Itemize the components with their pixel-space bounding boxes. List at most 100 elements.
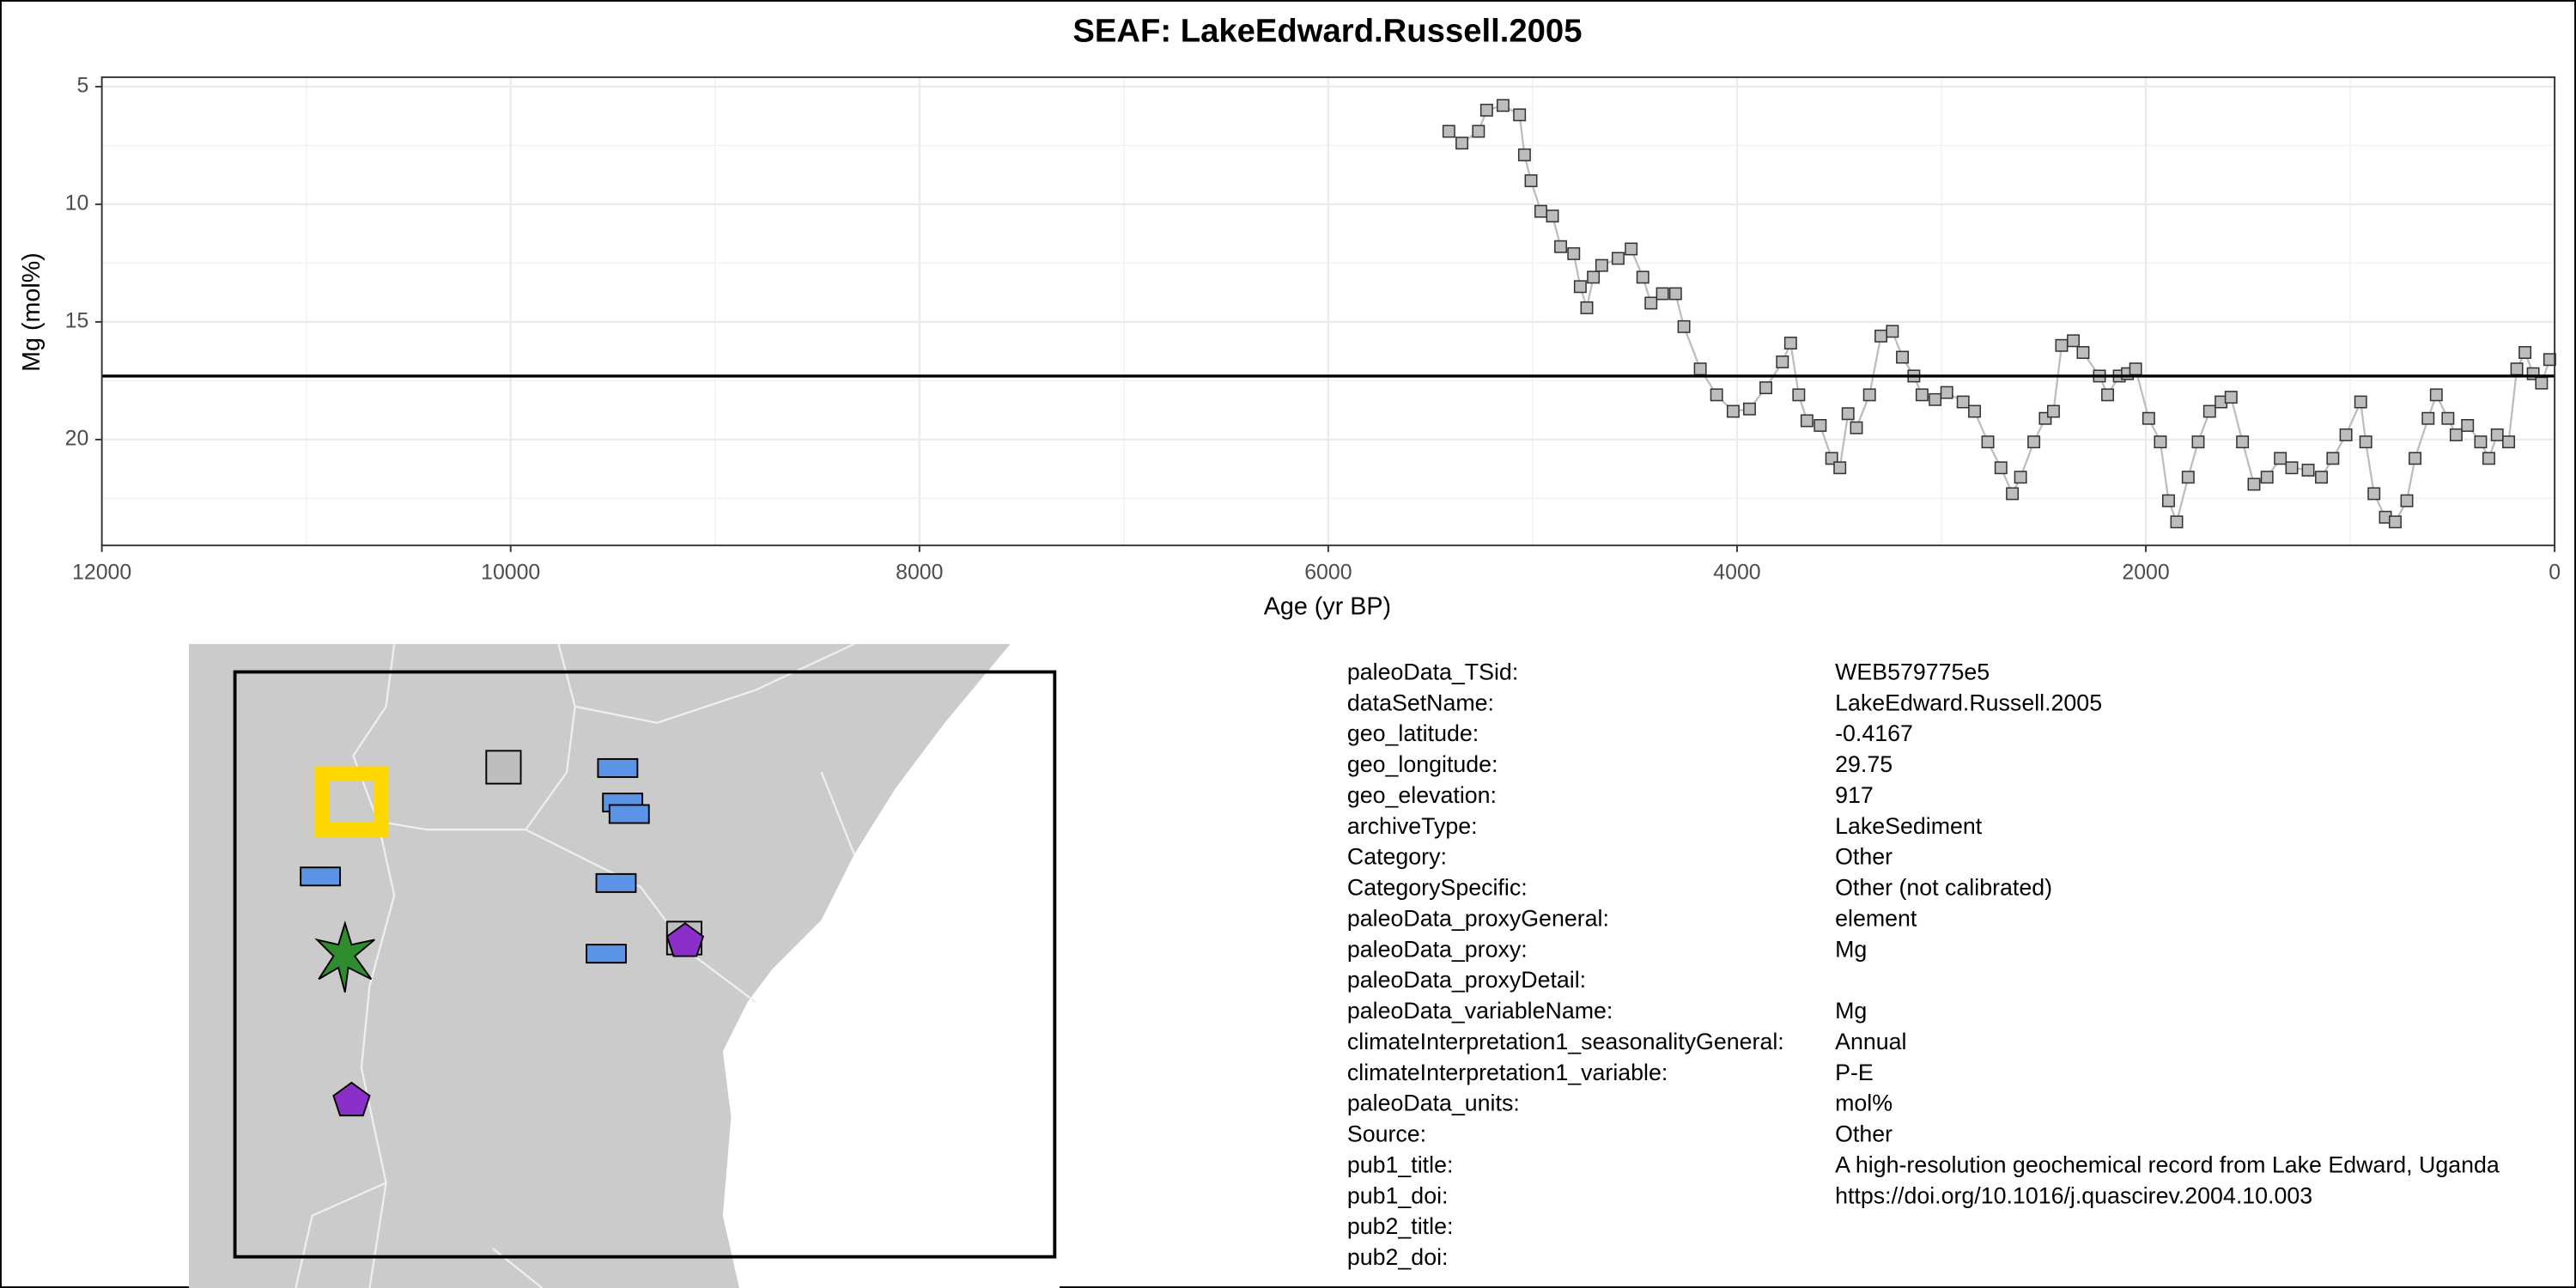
data-point [2027, 435, 2041, 449]
data-point [2482, 452, 2495, 465]
data-point [2502, 435, 2516, 449]
data-point [1940, 386, 1953, 399]
site-marker [332, 1081, 371, 1117]
data-point [2046, 404, 2060, 418]
meta-key: paleoData_proxy: [1347, 936, 1528, 962]
data-point [1800, 414, 1814, 428]
meta-key: pub2_doi: [1347, 1244, 1449, 1270]
data-point [2326, 452, 2340, 465]
ocean [722, 644, 1060, 1288]
data-point [1886, 325, 1899, 338]
data-point [1472, 125, 1485, 138]
data-point [1981, 435, 1995, 449]
data-point [2429, 388, 2443, 402]
data-point [2421, 411, 2435, 425]
data-point [1841, 407, 1855, 421]
site-marker [595, 872, 637, 893]
data-point [1595, 258, 1608, 272]
meta-value: Annual [1835, 1029, 1906, 1054]
data-point [1850, 421, 1863, 434]
meta-key: paleoData_variableName: [1347, 998, 1613, 1024]
y-tick-label: 15 [65, 308, 89, 332]
plot: 12000 10000 8000 6000 4000 2000 0 5 10 15 20 [65, 73, 2561, 584]
data-point [2101, 388, 2114, 402]
data-point [1825, 452, 1838, 465]
x-tick-label: 0 [2549, 560, 2561, 584]
meta-key: pub2_title: [1347, 1213, 1454, 1239]
data-point [2055, 338, 2069, 352]
data-point [1783, 337, 1797, 350]
data-point [1644, 296, 1658, 310]
data-point [2260, 471, 2274, 484]
data-point [2006, 487, 2020, 501]
data-point [1534, 204, 1547, 218]
data-point [1625, 242, 1638, 256]
data-point [2170, 515, 2184, 529]
data-point [2367, 487, 2381, 501]
data-point [1442, 125, 1455, 138]
site-marker [485, 750, 522, 785]
meta-key: paleoData_proxyGeneral: [1347, 906, 1609, 932]
site-marker [586, 944, 627, 964]
data-point [1896, 350, 1909, 364]
site-marker [597, 757, 639, 778]
data-point [2510, 362, 2524, 376]
meta-value: LakeEdward.Russell.2005 [1835, 690, 2102, 715]
data-point [2449, 428, 2463, 441]
data-point [1874, 329, 1888, 343]
meta-value: https://doi.org/10.1016/j.quascirev.2004… [1835, 1182, 2312, 1208]
data-point [2076, 346, 2090, 359]
data-point [2181, 471, 2195, 484]
x-tick-label: 2000 [2122, 560, 2169, 584]
data-point [1636, 270, 1649, 284]
meta-value: 29.75 [1835, 751, 1893, 777]
data-point [2274, 452, 2287, 465]
borders [295, 644, 855, 1288]
meta-key: Category: [1347, 844, 1447, 870]
data-point [1656, 287, 1669, 301]
data-point [2339, 428, 2353, 441]
data-point [2014, 471, 2027, 484]
meta-key: pub1_doi: [1347, 1182, 1449, 1208]
meta-key: climateInterpretation1_seasonalityGenera… [1347, 1029, 1784, 1054]
data-point [2490, 428, 2504, 441]
meta-key: climateInterpretation1_variable: [1347, 1060, 1668, 1085]
data-point [1814, 418, 1827, 432]
data-point [2301, 464, 2315, 477]
data-point [2067, 334, 2081, 348]
site-marker [665, 922, 705, 957]
data-point [1726, 404, 1740, 418]
meta-value: Other [1835, 844, 1893, 870]
x-axis-label: Age (yr BP) [1264, 592, 1391, 620]
data-point [2191, 435, 2205, 449]
data-point [2359, 435, 2372, 449]
data-point [1567, 246, 1581, 260]
data-point [2409, 452, 2422, 465]
data-point [1479, 103, 1493, 117]
data-point [2285, 461, 2299, 475]
y-axis-label: Mg (mol%) [18, 252, 46, 372]
data-point [2474, 435, 2488, 449]
data-point [2129, 362, 2142, 376]
meta-value: Mg [1835, 936, 1867, 962]
x-tick-label: 4000 [1713, 560, 1760, 584]
data-point [2518, 346, 2532, 359]
data-point [1668, 287, 1682, 301]
meta-value: Mg [1835, 998, 1867, 1024]
data-point [1496, 99, 1510, 112]
data-point [1455, 137, 1469, 150]
data-point [1573, 280, 1587, 294]
data-point [2247, 477, 2261, 491]
data-point [1792, 388, 1806, 402]
chart-title: SEAF: LakeEdward.Russell.2005 [1072, 12, 1582, 49]
data-point [2154, 435, 2167, 449]
data-point [2315, 471, 2328, 484]
data-point [2202, 404, 2216, 418]
data-point [1546, 210, 1559, 223]
meta-key: pub1_title: [1347, 1151, 1454, 1177]
data-point [2162, 494, 2175, 507]
y-tick-label: 10 [65, 191, 89, 215]
meta-key: geo_elevation: [1347, 782, 1497, 808]
map [189, 644, 1060, 1288]
